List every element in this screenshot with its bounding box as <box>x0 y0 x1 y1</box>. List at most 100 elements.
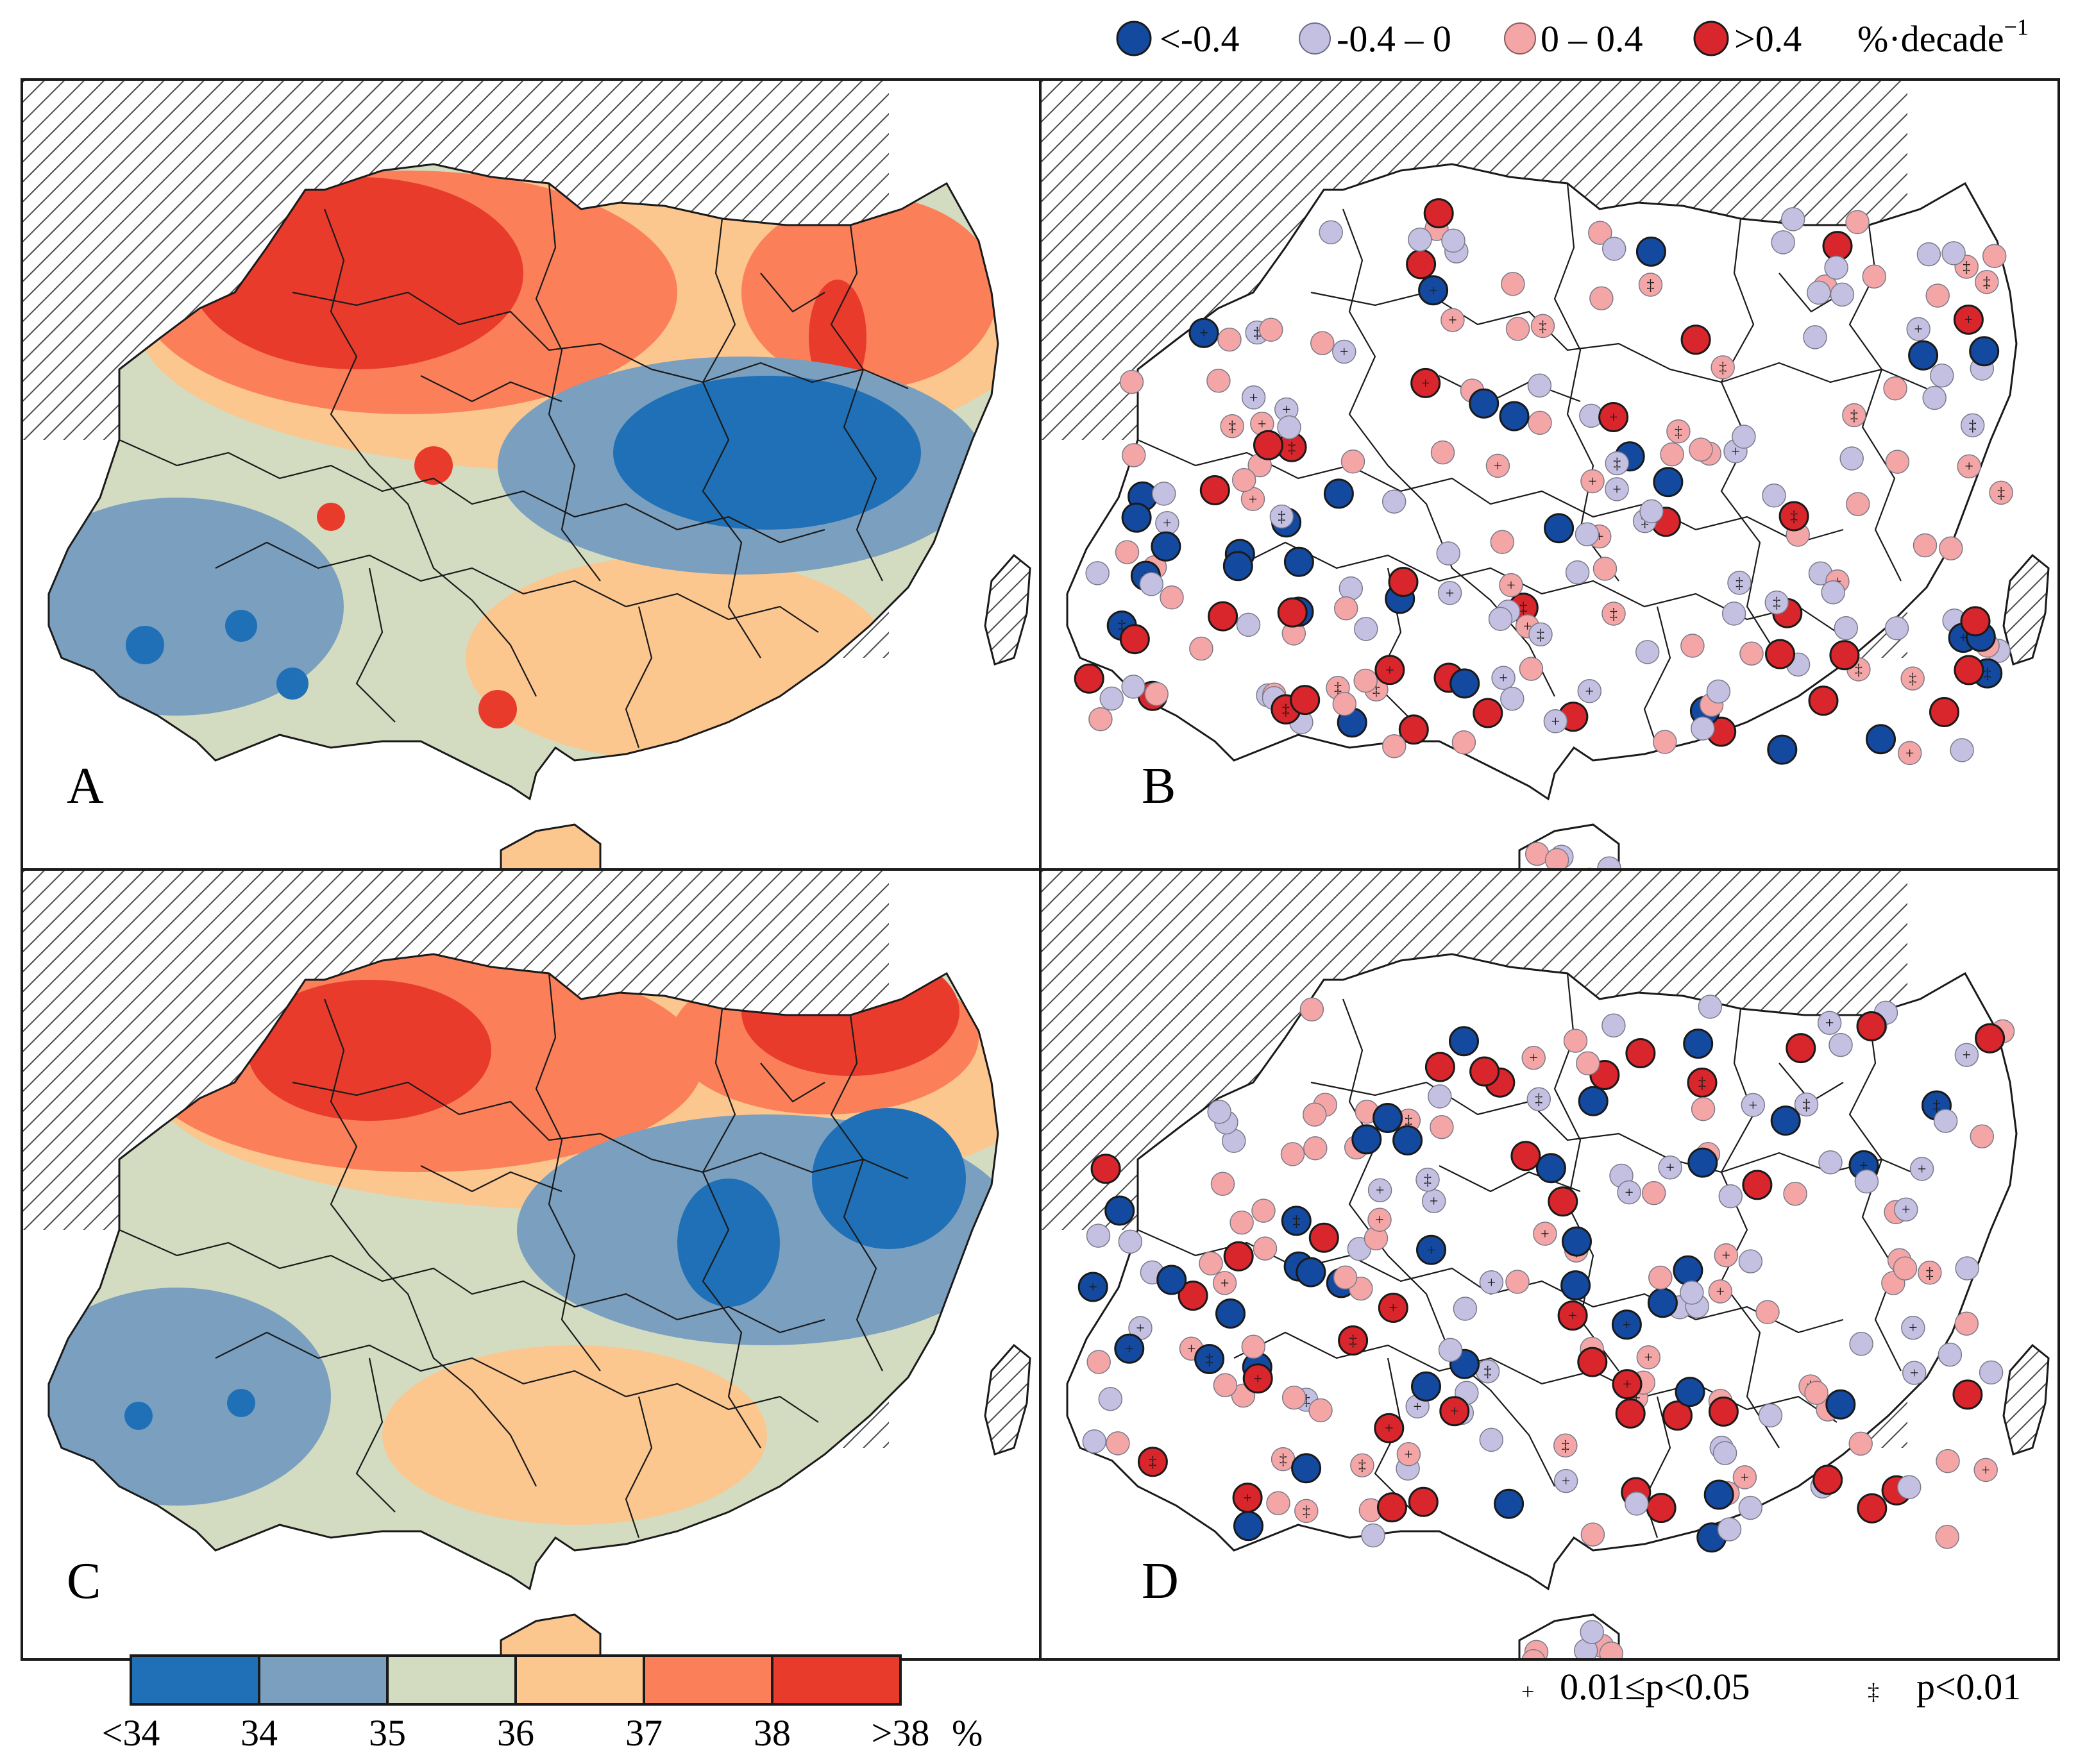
station-marker <box>1241 1334 1266 1359</box>
station-significance-mark: + <box>1741 1470 1750 1486</box>
sig-label-p05: 0.01≤p<0.05 <box>1560 1666 1750 1708</box>
station-marker <box>1975 270 1999 294</box>
station-marker <box>1941 241 1966 265</box>
station-marker <box>1353 668 1378 693</box>
station-marker <box>1424 1052 1455 1082</box>
legend-label-pos-strong: >0.4 <box>1734 18 1802 60</box>
station-marker <box>1332 339 1356 364</box>
colorbar-cells <box>130 1654 902 1706</box>
station-marker <box>1834 616 1859 641</box>
station-marker <box>1199 475 1230 505</box>
trend-legend: <-0.4 -0.4 – 0 0 – 0.4 >0.4 %·decade−1 <box>1116 14 2029 60</box>
station-significance-mark: + <box>1623 1377 1632 1393</box>
station-significance-mark: + <box>1666 1160 1675 1177</box>
station-marker <box>1382 734 1406 759</box>
station-marker <box>1308 1222 1339 1253</box>
station-marker <box>1975 1023 2006 1054</box>
station-significance-mark: + <box>1385 662 1394 679</box>
station-marker <box>1548 1186 1578 1217</box>
station-marker <box>1592 557 1618 581</box>
station-marker <box>1283 546 1314 577</box>
station-marker <box>1526 1087 1551 1111</box>
station-marker <box>1830 282 1855 307</box>
station-significance-mark: ‡ <box>1698 1075 1706 1091</box>
station-marker <box>1908 340 1939 371</box>
station-significance-mark: ‡ <box>1562 1438 1569 1454</box>
station-marker <box>1118 1229 1143 1254</box>
station-marker <box>1339 576 1364 601</box>
station-significance-mark: + <box>1448 312 1457 329</box>
station-marker <box>1687 1147 1718 1178</box>
station-marker <box>1303 1136 1328 1161</box>
station-marker <box>1982 244 2007 268</box>
station-significance-mark: ‡ <box>1278 509 1285 526</box>
station-marker <box>1189 636 1213 661</box>
station-significance-mark: ‡ <box>1303 1503 1310 1520</box>
station-marker <box>1901 1315 1925 1340</box>
station-significance-mark: ‡ <box>1855 662 1863 678</box>
station-marker <box>1521 1045 1546 1070</box>
station-marker <box>1783 1181 1807 1206</box>
station-significance-mark: + <box>1429 283 1438 299</box>
station-marker <box>1350 1453 1374 1477</box>
station-marker <box>1423 198 1454 229</box>
colorbar-cell <box>514 1654 645 1706</box>
station-significance-mark: + <box>1562 1474 1571 1490</box>
station-marker <box>1281 1385 1306 1410</box>
panel-d: +‡+‡+++‡+‡‡‡+++++‡‡‡+++++‡++++‡+‡+‡‡++‡+… <box>1042 871 2057 1658</box>
station-marker <box>1535 1153 1566 1184</box>
station-marker <box>1082 1429 1107 1454</box>
station-significance-mark: + <box>1585 684 1594 700</box>
station-marker <box>1277 597 1308 628</box>
station-marker <box>1151 531 1181 562</box>
colorbar-unit: % <box>952 1712 983 1754</box>
station-marker <box>1680 1281 1704 1305</box>
station-significance-mark: + <box>1529 1050 1538 1067</box>
station-marker <box>1106 1431 1130 1456</box>
station-marker <box>1970 1124 1995 1148</box>
station-marker <box>1577 679 1602 703</box>
station-significance-mark: ‡ <box>1909 671 1916 687</box>
station-marker <box>1215 1298 1246 1329</box>
legend-label-neg-weak: -0.4 – 0 <box>1337 18 1451 60</box>
station-marker <box>1119 369 1144 394</box>
station-marker <box>1786 1033 1816 1064</box>
station-marker <box>1703 1479 1734 1510</box>
station-marker <box>1430 1114 1454 1139</box>
station-significance-mark: + <box>1499 670 1508 687</box>
station-marker <box>1415 1167 1440 1192</box>
station-marker <box>1500 686 1525 711</box>
station-marker <box>1449 668 1480 699</box>
station-significance-mark: ‡ <box>1803 1097 1811 1114</box>
station-significance-mark: + <box>1551 714 1560 730</box>
station-marker <box>1253 430 1283 460</box>
sig-symbol-p05: + <box>1521 1679 1534 1704</box>
colorbar-tick-label: 37 <box>625 1712 663 1754</box>
station-marker <box>1598 402 1629 432</box>
station-marker <box>1563 1029 1588 1053</box>
station-marker <box>1151 482 1176 506</box>
station-marker <box>1639 499 1664 524</box>
station-marker <box>1469 1056 1500 1087</box>
station-marker <box>1969 336 2000 367</box>
station-significance-mark: ‡ <box>1349 1333 1357 1350</box>
station-marker <box>1269 504 1294 529</box>
station-marker <box>1953 305 1984 335</box>
station-marker <box>1577 1347 1608 1377</box>
station-marker <box>1771 230 1795 255</box>
station-marker <box>1638 273 1663 297</box>
station-marker <box>1396 1442 1421 1466</box>
station-marker <box>1378 1293 1408 1323</box>
station-marker <box>1648 1265 1673 1290</box>
station-marker <box>1310 331 1335 355</box>
station-marker <box>1960 413 1985 438</box>
station-marker <box>1430 440 1455 465</box>
station-marker <box>1675 1377 1705 1407</box>
station-marker <box>1088 707 1113 732</box>
station-significance-mark: + <box>1963 1047 1972 1064</box>
station-significance-mark: + <box>1612 482 1621 498</box>
station-significance-mark: + <box>1722 1248 1731 1264</box>
station-marker <box>1418 275 1449 306</box>
station-marker <box>1354 617 1378 641</box>
